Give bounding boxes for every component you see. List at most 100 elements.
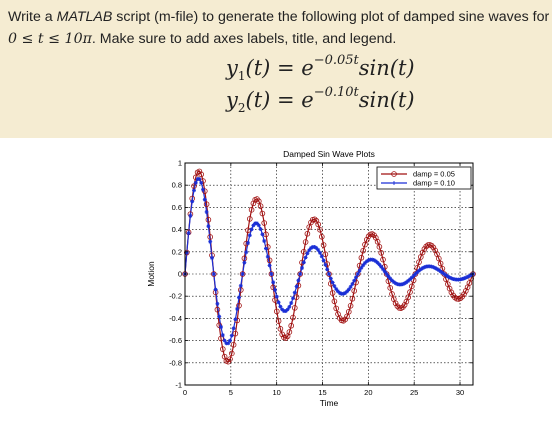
series1-point: [342, 316, 349, 323]
series1-point: [290, 314, 296, 321]
series1-point: [274, 308, 280, 315]
series2-point: [287, 304, 292, 309]
series2-point: [303, 255, 308, 260]
series2-point: [336, 289, 340, 294]
eq2-y: y: [226, 88, 238, 112]
series1-point: [355, 271, 361, 277]
series2-point: [420, 266, 425, 271]
series1-point: [351, 288, 358, 294]
series1-point: [328, 280, 334, 287]
series2-point: [220, 333, 225, 338]
question-text-cont: script (m-file) to generate the followin…: [112, 9, 550, 25]
series1-point: [392, 300, 399, 307]
series2-point: [208, 239, 213, 244]
series2-point: [260, 232, 265, 237]
series1-point: [387, 285, 394, 291]
series1-point: [259, 210, 266, 217]
series2-point: [406, 278, 411, 283]
equation-1: y1(t) = e−0.05tsin(t): [226, 53, 415, 83]
series2-point: [352, 278, 357, 283]
series1-point: [220, 346, 226, 352]
series2-point: [219, 324, 223, 329]
series1-point: [416, 259, 422, 265]
series2-point: [278, 304, 283, 309]
series2-point: [462, 276, 466, 281]
series2-point: [411, 273, 416, 278]
series1-point: [297, 271, 304, 277]
series2-point: [445, 274, 450, 279]
series2-point: [325, 267, 330, 272]
series1-point: [457, 295, 464, 302]
series1-point: [344, 313, 350, 320]
series2-point: [463, 275, 468, 280]
eq1-mid: (t) = e: [245, 56, 314, 80]
series2-point: [469, 272, 474, 277]
question-instruction: . Make sure to add axes labels, title, a…: [91, 31, 397, 47]
series1-point: [247, 216, 253, 222]
series2-point: [201, 187, 205, 192]
eq2-exponent: −0.10t: [313, 85, 359, 100]
series2-point: [465, 274, 470, 279]
series1-point: [288, 322, 295, 329]
series1-point: [349, 295, 356, 302]
series1-point: [200, 178, 206, 184]
series2-point: [273, 287, 277, 292]
series1-point: [205, 216, 212, 223]
series1-point: [326, 271, 332, 277]
x-tick-label: 5: [229, 388, 233, 397]
y-tick-label: -1: [175, 381, 182, 390]
eq1-y: y: [226, 56, 238, 80]
series2-point: [271, 280, 276, 285]
series2-point: [231, 326, 236, 331]
y-axis-label: Motion: [146, 261, 156, 287]
matlab-text: MATLAB: [56, 9, 113, 25]
y-tick-label: -0.2: [169, 292, 182, 301]
series2-point: [192, 188, 196, 193]
y-tick-label: 0.4: [172, 225, 182, 234]
series1-point: [268, 271, 275, 277]
series1-point: [331, 298, 338, 305]
y-tick-label: 0.8: [172, 181, 182, 190]
series2-point: [265, 254, 270, 259]
series2-point: [280, 307, 285, 312]
series2-point: [348, 284, 353, 289]
series1-point: [360, 247, 367, 254]
series2-point: [327, 272, 331, 276]
series2-point: [229, 333, 234, 338]
series1-point: [380, 256, 386, 263]
series2-point: [431, 265, 436, 270]
series2-point: [449, 276, 454, 281]
series2-point: [354, 275, 358, 280]
series1-point: [236, 302, 242, 309]
series2-point: [429, 264, 434, 269]
series1-point: [198, 171, 204, 178]
series1-point: [401, 302, 408, 308]
series1-point: [218, 335, 224, 342]
series1-point: [279, 331, 286, 338]
series2-point: [345, 289, 349, 294]
series1-point: [202, 188, 208, 194]
series2-point: [213, 287, 218, 292]
series1-point: [230, 342, 237, 348]
series2-point: [262, 238, 267, 243]
series2-point: [285, 307, 290, 312]
damped-sine-chart: 0 5 10 15 20 25 30 -1 -0.8 -0.6 -0.4 -0.2 0 0.2 0.4 0.6…: [146, 149, 476, 408]
series1-point: [315, 221, 322, 228]
x-tick-label: 10: [273, 388, 281, 397]
series2-point: [404, 280, 409, 285]
series2-point: [318, 250, 322, 255]
series1-point: [261, 220, 267, 226]
range-math: 0 ≤ t ≤ 10π: [8, 31, 92, 47]
series1-point: [266, 257, 273, 264]
series1-point: [364, 236, 370, 243]
series2-point: [460, 276, 465, 281]
series1-point: [211, 271, 217, 277]
series2-point: [307, 248, 312, 253]
series2-point: [314, 246, 319, 251]
series2-point: [283, 308, 288, 313]
y-tick-label: 0.2: [172, 247, 182, 256]
series1-point: [319, 233, 325, 240]
y-tick-label: -0.4: [169, 314, 182, 323]
series1-point: [423, 243, 430, 250]
